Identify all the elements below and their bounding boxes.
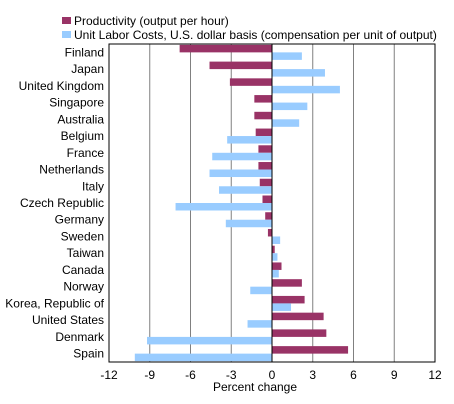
category-label: Italy xyxy=(82,179,104,193)
productivity-bar-singapore xyxy=(254,95,272,103)
x-tick-label: -3 xyxy=(226,368,237,382)
tick-labels: -12 -9 -6 -3 0 3 6 9 12 xyxy=(100,368,442,382)
unit-labor-costs-bar-norway xyxy=(250,286,272,295)
category-label: Netherlands xyxy=(39,163,104,177)
x-tick-label: 12 xyxy=(428,368,442,382)
x-tick-label: 3 xyxy=(309,368,316,382)
category-label: Australia xyxy=(57,112,104,126)
unit-labor-costs-bar-united-states xyxy=(247,320,272,328)
unit-labor-costs-bar-netherlands xyxy=(209,169,272,178)
productivity-bar-norway xyxy=(272,279,302,287)
productivity-bar-denmark xyxy=(272,329,327,337)
unit-labor-costs-bar-france xyxy=(212,152,272,161)
unit-labor-costs-bar-finland xyxy=(272,52,302,60)
productivity-bar-germany xyxy=(265,212,272,220)
productivity-bar-korea-republic-of xyxy=(272,295,305,304)
legend-swatch-unit-labor-costs xyxy=(62,31,71,38)
productivity-bar-taiwan xyxy=(272,245,275,254)
x-tick-label: -12 xyxy=(100,368,118,382)
x-tick-label: -9 xyxy=(144,368,155,382)
productivity-bar-finland xyxy=(179,44,272,53)
legend-swatch-productivity xyxy=(62,17,71,24)
category-label: Denmark xyxy=(55,330,105,344)
unit-labor-costs-bar-belgium xyxy=(227,136,272,144)
unit-labor-costs-bar-denmark xyxy=(147,336,272,345)
productivity-bar-sweden xyxy=(267,228,272,237)
productivity-bar-canada xyxy=(272,262,282,270)
x-tick-label: -6 xyxy=(185,368,196,382)
category-labels: Finland Japan United Kingdom Singapore Austr… xyxy=(5,45,105,360)
category-label: Finland xyxy=(65,45,104,59)
category-label: Japan xyxy=(71,62,104,76)
productivity-bar-belgium xyxy=(255,128,272,137)
category-label: Singapore xyxy=(49,96,104,110)
unit-labor-costs-bar-sweden xyxy=(272,236,281,244)
legend-label-unit-labor-costs: Unit Labor Costs, U.S. dollar basis (com… xyxy=(74,28,437,42)
unit-labor-costs-bar-italy xyxy=(219,186,272,194)
unit-labor-costs-bar-czech-republic xyxy=(175,203,272,211)
x-axis-label: Percent change xyxy=(213,380,297,394)
category-label: Sweden xyxy=(61,229,104,243)
productivity-bar-france xyxy=(258,145,272,153)
unit-labor-costs-bar-canada xyxy=(272,269,279,278)
unit-labor-costs-bar-united-kingdom xyxy=(272,85,340,94)
unit-labor-costs-bar-taiwan xyxy=(272,253,278,261)
x-tick-label: 6 xyxy=(350,368,357,382)
productivity-bar-united-kingdom xyxy=(229,78,272,86)
x-tick-label: 0 xyxy=(269,368,276,382)
category-label: Taiwan xyxy=(67,246,104,260)
category-label: United Kingdom xyxy=(19,79,104,93)
x-tick-label: 9 xyxy=(391,368,398,382)
category-label: Germany xyxy=(55,213,104,227)
unit-labor-costs-bar-japan xyxy=(272,69,325,77)
legend-label-productivity: Productivity (output per hour) xyxy=(74,14,229,28)
unit-labor-costs-bar-australia xyxy=(272,119,300,127)
bars xyxy=(134,44,349,362)
category-label: Belgium xyxy=(61,129,104,143)
productivity-bar-netherlands xyxy=(258,162,272,170)
unit-labor-costs-bar-spain xyxy=(134,353,272,362)
unit-labor-costs-bar-korea-republic-of xyxy=(272,303,292,311)
legend: Productivity (output per hour) Unit Labo… xyxy=(62,14,437,42)
productivity-bar-united-states xyxy=(272,312,324,321)
category-label: Spain xyxy=(73,347,104,361)
productivity-bar-spain xyxy=(272,346,349,354)
unit-labor-costs-bar-germany xyxy=(225,219,272,228)
category-label: Canada xyxy=(62,263,104,277)
category-label: United States xyxy=(32,313,104,327)
productivity-bar-japan xyxy=(209,61,272,70)
productivity-bar-australia xyxy=(254,111,272,120)
category-label: Norway xyxy=(63,280,104,294)
category-label: France xyxy=(67,146,105,160)
category-label: Czech Republic xyxy=(20,196,104,210)
productivity-bar-italy xyxy=(259,178,272,187)
unit-labor-costs-bar-singapore xyxy=(272,102,308,111)
category-label: Korea, Republic of xyxy=(5,296,104,310)
productivity-bar-czech-republic xyxy=(262,195,272,203)
